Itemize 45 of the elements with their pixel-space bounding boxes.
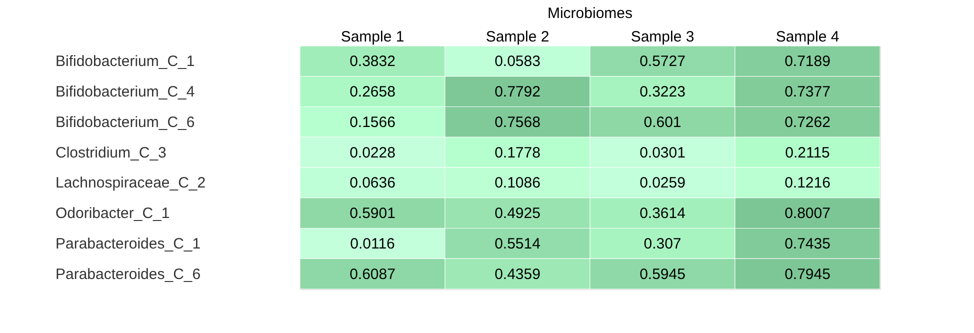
data-label: 0.7377 [784, 84, 830, 101]
data-label: 0.5727 [640, 53, 686, 70]
data-label: 0.1566 [350, 114, 396, 131]
data-label: 0.7189 [784, 53, 830, 70]
data-label: 0.7262 [784, 114, 830, 131]
y-tick-label: Bifidobacterium_C_1 [56, 53, 195, 70]
data-label: 0.7568 [494, 114, 540, 131]
data-label: 0.3832 [350, 53, 396, 70]
data-label: 0.0116 [350, 235, 395, 252]
data-label: 0.0583 [494, 53, 540, 70]
data-label: 0.1216 [784, 174, 830, 192]
data-label: 0.5945 [640, 266, 686, 283]
y-tick-label: Bifidobacterium_C_6 [56, 114, 195, 131]
y-tick-label: Parabacteroides_C_1 [56, 235, 201, 252]
chart-title: Microbiomes [547, 5, 633, 22]
data-label: 0.2658 [350, 84, 396, 101]
data-label: 0.1778 [494, 144, 540, 162]
data-label: 0.0636 [350, 174, 396, 192]
x-tick-label: Sample 4 [776, 28, 840, 46]
y-tick-label: Parabacteroides_C_6 [56, 266, 201, 283]
data-label: 0.6087 [350, 266, 396, 283]
data-label: 0.1086 [494, 174, 540, 192]
x-tick-label: Sample 2 [486, 28, 550, 46]
data-label: 0.7792 [494, 84, 540, 101]
data-label: 0.601 [644, 114, 682, 131]
data-label: 0.307 [644, 235, 682, 252]
y-tick-label: Bifidobacterium_C_4 [56, 84, 195, 101]
data-label: 0.5901 [350, 205, 396, 222]
x-tick-label: Sample 1 [340, 28, 404, 46]
data-label: 0.3614 [640, 205, 686, 222]
data-label: 0.3223 [640, 84, 686, 101]
y-tick-label: Clostridium_C_3 [56, 144, 166, 162]
data-label: 0.4925 [494, 205, 540, 222]
data-label: 0.8007 [784, 205, 830, 222]
data-label: 0.0228 [350, 144, 396, 162]
data-label: 0.2115 [785, 144, 830, 162]
y-tick-label: Odoribacter_C_1 [56, 205, 170, 222]
data-label: 0.5514 [494, 235, 540, 252]
y-tick-label: Lachnospiraceae_C_2 [56, 174, 206, 192]
x-tick-label: Sample 3 [630, 28, 694, 46]
data-label: 0.7435 [784, 235, 830, 252]
data-label: 0.0301 [640, 144, 686, 162]
data-label: 0.0259 [640, 174, 686, 192]
data-label: 0.7945 [784, 266, 830, 283]
data-label: 0.4359 [494, 266, 540, 283]
